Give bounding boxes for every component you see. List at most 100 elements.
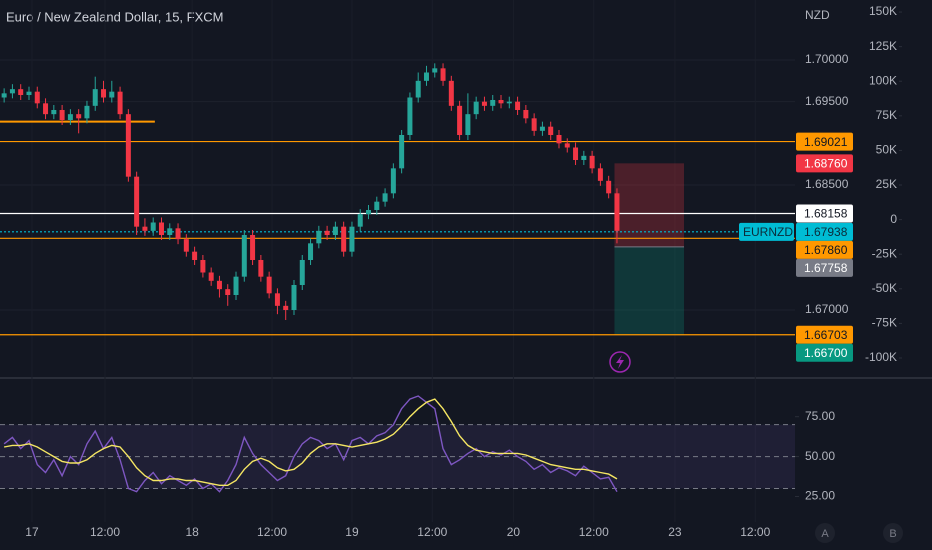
candle-body (531, 118, 537, 131)
y2-tick-label: -100K (865, 350, 897, 364)
candle-body (324, 230, 330, 235)
candle-body (440, 68, 446, 81)
candle-body (208, 272, 214, 281)
x-tick-label: 23 (668, 525, 682, 539)
candle-body (258, 260, 264, 277)
scale-button[interactable] (883, 523, 903, 543)
y2-tick-label: 100K (869, 73, 897, 87)
candle-body (101, 89, 107, 98)
candle-body (506, 101, 512, 104)
rsi-line (3, 398, 618, 486)
y2-tick-label: 25K (876, 177, 897, 191)
candle-body (18, 89, 24, 95)
candle-body (216, 280, 222, 290)
candle-body (158, 222, 164, 235)
candle-body (117, 91, 123, 115)
candle-body (407, 97, 413, 135)
price-badge-label: 1.68158 (804, 207, 848, 221)
candle-body (283, 305, 289, 310)
rsi-line (3, 395, 618, 493)
alert-icon[interactable] (609, 351, 631, 373)
y2-tick-label: 125K (869, 39, 897, 53)
x-tick-label: 12:00 (740, 525, 770, 539)
scale-button-label[interactable]: B (889, 528, 896, 540)
y-tick-label: 1.69500 (805, 94, 849, 108)
x-tick-label: 20 (507, 525, 521, 539)
target-zone (614, 246, 685, 335)
candle-body (606, 180, 612, 194)
candle-body (250, 235, 256, 260)
candle-body (192, 251, 198, 260)
candle-body (357, 214, 363, 227)
candle-body (390, 168, 396, 194)
price-badge (796, 154, 853, 173)
candle-body (349, 226, 355, 252)
scale-button-label[interactable]: A (821, 528, 829, 540)
price-badge (796, 132, 853, 151)
candle-body (274, 293, 280, 306)
y-tick-label: 1.68500 (805, 177, 849, 191)
candle-body (200, 260, 206, 273)
rsi-tick-label: 75.00 (805, 409, 835, 423)
price-badge (796, 240, 853, 259)
candle-body (109, 91, 115, 98)
candle-body (564, 143, 570, 148)
candle-body (423, 72, 429, 81)
candle-body (539, 126, 545, 131)
candle-body (457, 105, 463, 135)
y2-tick-label: -75K (872, 316, 897, 330)
candle-body (84, 105, 90, 119)
candle-body (59, 110, 65, 120)
candle-body (134, 176, 140, 227)
symbol-badge (739, 222, 794, 241)
y2-tick-label: 0 (890, 212, 897, 226)
price-badge-label: 1.69021 (804, 135, 848, 149)
x-tick-label: 18 (185, 525, 199, 539)
x-tick-label: 12:00 (90, 525, 120, 539)
scale-button[interactable] (815, 523, 835, 543)
candle-body (523, 110, 529, 119)
stop-zone (614, 163, 685, 247)
candle-body (597, 168, 603, 181)
candle-body (167, 228, 173, 235)
candle-body (473, 101, 479, 115)
x-tick-label: 12:00 (579, 525, 609, 539)
x-tick-label: 12:00 (257, 525, 287, 539)
rsi-tick-label: 25.00 (805, 489, 835, 503)
candle-body (481, 101, 487, 106)
y2-tick-label: 150K (869, 4, 897, 18)
price-badge-label: 1.67758 (804, 261, 848, 275)
y-tick-label: 1.70000 (805, 52, 849, 66)
candle-body (556, 135, 562, 144)
symbol-label: EURNZD (743, 225, 793, 239)
candle-body (548, 126, 554, 135)
candle-body (9, 89, 15, 94)
candle-body (299, 260, 305, 285)
candle-body (308, 243, 314, 260)
candle-body (26, 91, 32, 95)
candle-body (498, 100, 504, 104)
candle-body (51, 110, 57, 115)
candle-body (332, 226, 338, 235)
x-tick-label: 17 (25, 525, 39, 539)
candle-body (291, 285, 297, 310)
x-tick-label: 12:00 (417, 525, 447, 539)
x-tick-label: 19 (345, 525, 359, 539)
price-badge (796, 343, 853, 362)
candle-body (399, 135, 405, 169)
price-badge-label: 1.67860 (804, 243, 848, 257)
rsi-tick-label: 50.00 (805, 449, 835, 463)
candle-body (76, 114, 82, 119)
y2-tick-label: 75K (876, 108, 897, 122)
currency-label: NZD (805, 8, 830, 22)
candle-body (233, 276, 239, 295)
price-badge-label: 1.66703 (804, 328, 848, 342)
candle-body (316, 230, 322, 244)
candle-body (515, 101, 521, 110)
candle-body (225, 289, 231, 295)
candle-body (241, 235, 247, 277)
y-tick-label: 1.67000 (805, 302, 849, 316)
candle-body (374, 201, 380, 210)
